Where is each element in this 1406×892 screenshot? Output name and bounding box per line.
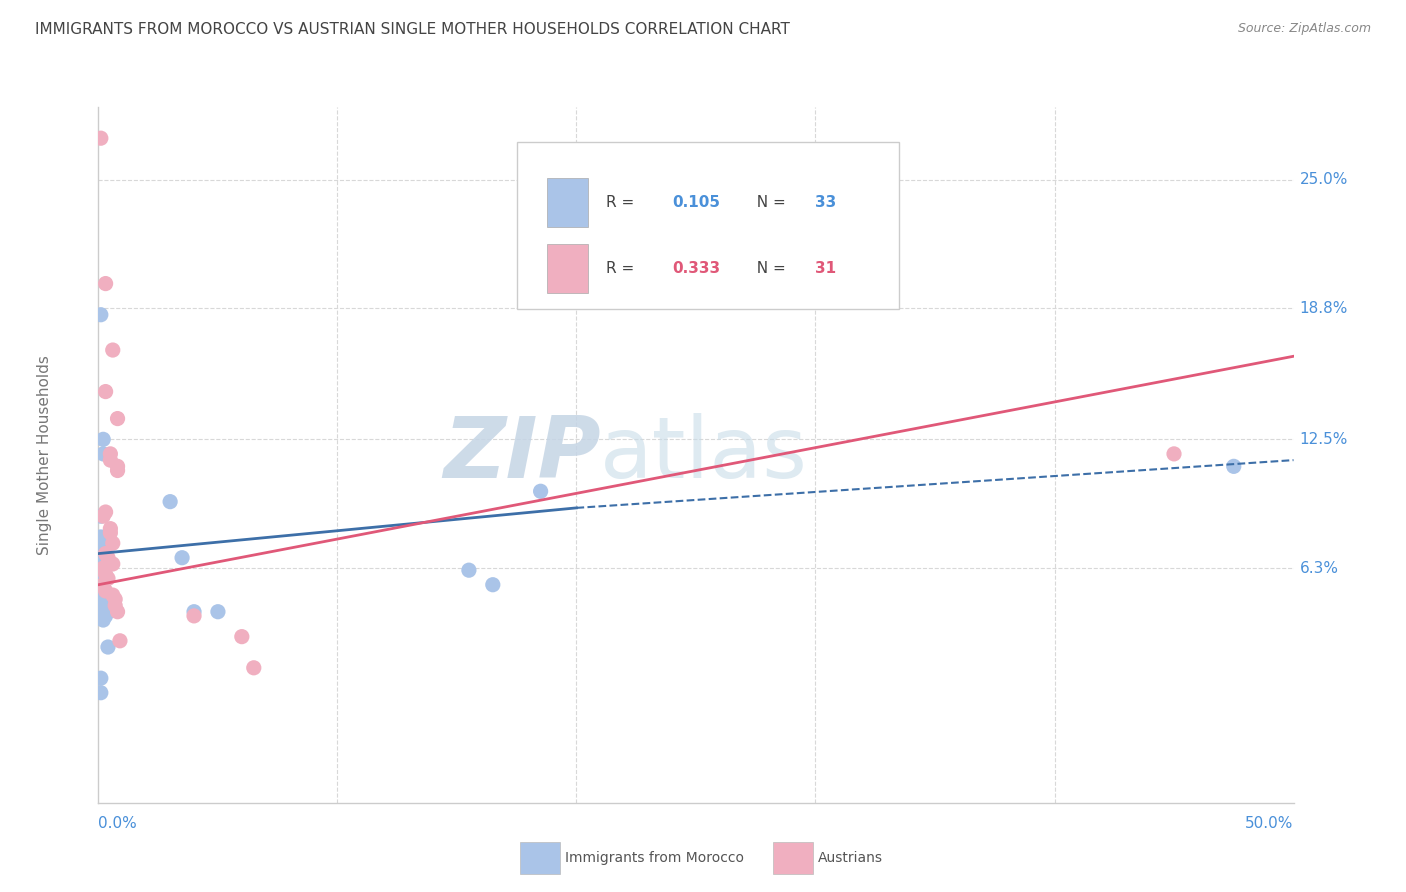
Bar [547, 244, 589, 293]
Point [91, 578, 114, 592]
Text: ZIP: ZIP [443, 413, 600, 497]
Text: 12.5%: 12.5% [1299, 432, 1348, 447]
Point [94, 584, 117, 599]
Point [94, 567, 117, 582]
Text: N =: N = [748, 194, 792, 210]
Text: 0.333: 0.333 [672, 260, 720, 276]
Point [107, 411, 129, 425]
Bar [547, 178, 589, 227]
Point [90, 584, 112, 599]
Point [90, 605, 112, 619]
Text: Source: ZipAtlas.com: Source: ZipAtlas.com [1237, 22, 1371, 36]
Text: Austrians: Austrians [818, 851, 883, 865]
Point [1222, 459, 1246, 474]
Point [98, 447, 122, 461]
Point [94, 505, 117, 519]
Point [94, 547, 117, 561]
Point [101, 557, 124, 571]
Point [94, 572, 117, 586]
FancyBboxPatch shape [517, 142, 900, 309]
Point [98, 453, 122, 467]
Text: IMMIGRANTS FROM MOROCCO VS AUSTRIAN SINGLE MOTHER HOUSEHOLDS CORRELATION CHART: IMMIGRANTS FROM MOROCCO VS AUSTRIAN SING… [35, 22, 790, 37]
Point [98, 525, 122, 540]
Point [91, 567, 114, 582]
Point [94, 384, 117, 399]
Point [97, 640, 120, 654]
Point [231, 630, 253, 644]
Point [183, 605, 205, 619]
Point [91, 557, 114, 571]
Text: N =: N = [748, 260, 792, 276]
Text: 6.3%: 6.3% [1299, 560, 1339, 575]
Point [94, 550, 117, 565]
Point [107, 605, 129, 619]
Text: 18.8%: 18.8% [1299, 301, 1348, 316]
Point [172, 550, 194, 565]
Point [90, 561, 112, 575]
Point [101, 343, 124, 357]
Point [243, 661, 266, 675]
Point [91, 509, 114, 524]
Point [91, 561, 114, 575]
Text: Immigrants from Morocco: Immigrants from Morocco [565, 851, 744, 865]
Text: Single Mother Households: Single Mother Households [37, 355, 52, 555]
Point [1163, 447, 1185, 461]
Point [529, 484, 551, 499]
Point [481, 578, 505, 592]
Point [90, 530, 112, 544]
Point [90, 596, 112, 610]
Point [207, 605, 229, 619]
Text: 0.105: 0.105 [672, 194, 720, 210]
Text: 50.0%: 50.0% [1246, 816, 1294, 831]
Point [107, 463, 129, 477]
Point [94, 608, 117, 623]
Text: 33: 33 [815, 194, 837, 210]
Point [94, 592, 117, 607]
Point [101, 536, 124, 550]
Point [91, 536, 114, 550]
Text: R =: R = [606, 260, 640, 276]
Point [107, 459, 129, 474]
Point [101, 588, 124, 602]
Point [90, 131, 112, 145]
Text: 0.0%: 0.0% [98, 816, 138, 831]
Point [104, 599, 127, 613]
Point [104, 592, 127, 607]
Point [458, 563, 481, 577]
Point [91, 447, 114, 461]
Point [90, 542, 112, 557]
Point [91, 578, 114, 592]
Point [91, 600, 114, 615]
Point [90, 686, 112, 700]
Point [94, 277, 117, 291]
Point [90, 671, 112, 685]
Point [91, 547, 114, 561]
Point [97, 572, 120, 586]
Point [108, 633, 131, 648]
Text: R =: R = [606, 194, 640, 210]
Point [98, 522, 122, 536]
Point [159, 494, 181, 508]
Point [97, 550, 120, 565]
Text: 31: 31 [815, 260, 837, 276]
Point [90, 509, 112, 524]
Text: 25.0%: 25.0% [1299, 172, 1348, 187]
Point [183, 608, 205, 623]
Point [90, 308, 112, 322]
Point [91, 433, 114, 447]
Point [91, 613, 114, 627]
Text: atlas: atlas [600, 413, 808, 497]
Point [91, 588, 114, 602]
